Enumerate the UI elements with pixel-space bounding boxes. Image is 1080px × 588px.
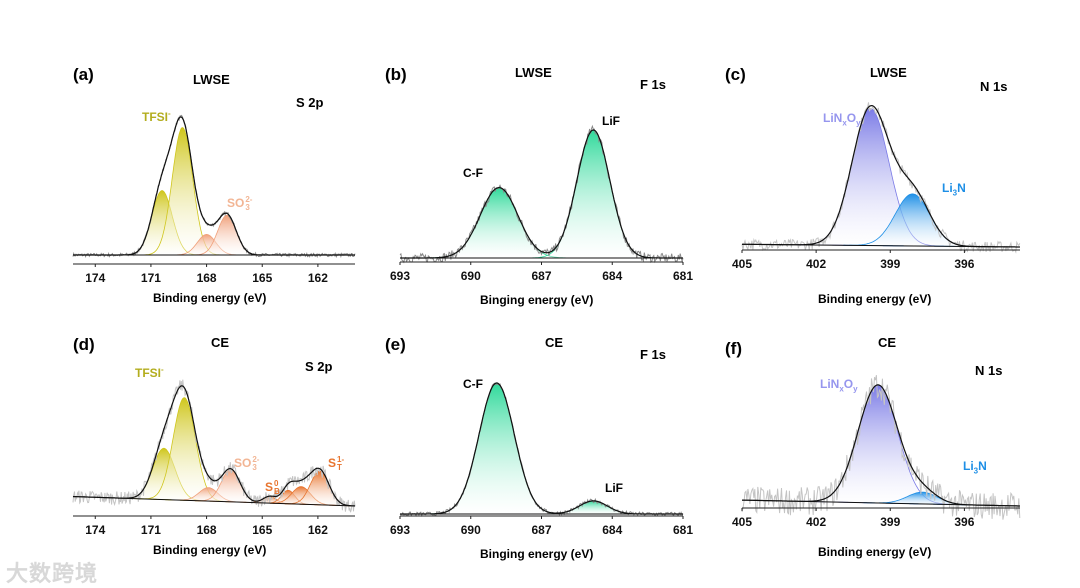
x-tick-label: 171 [141,523,161,537]
raw-spectrum [399,124,684,264]
title-f: CE [878,335,897,350]
label-li3n-f: Li3N [963,459,987,476]
x-tick-label: 687 [531,269,551,283]
label-linxoy-c: LiNxOy [823,111,861,128]
region-f: N 1s [975,363,1003,378]
label-linxoy-f: LiNxOy [820,377,858,394]
region-c: N 1s [980,79,1008,94]
x-tick-label: 687 [531,523,551,537]
panel-label-d: (d) [73,335,95,354]
panel-label-f: (f) [725,339,742,358]
x-tick-label: 684 [602,523,622,537]
xlabel-d: Binding energy (eV) [153,543,267,557]
background-line [741,499,1021,507]
raw-spectrum [72,379,356,513]
x-tick-label: 402 [806,257,826,271]
title-a: LWSE [193,72,230,87]
label-lif-b: LiF [602,114,620,128]
x-tick-label: 681 [673,523,693,537]
x-tick-label: 168 [197,271,217,285]
x-tick-label: 399 [880,257,900,271]
raw-spectrum [399,382,684,518]
label-so3-d: SO 2- 3 [234,455,260,472]
panel-label-c: (c) [725,65,746,84]
label-li3n-c: Li3N [942,181,966,198]
x-tick-label: 165 [252,523,272,537]
x-tick-label: 174 [85,271,105,285]
x-tick-label: 396 [954,515,974,529]
x-tick-label: 171 [141,271,161,285]
label-st-d: S 1- T [328,455,345,472]
region-a: S 2p [296,95,324,110]
peak-lif [527,129,660,259]
x-tick-label: 405 [732,515,752,529]
x-tick-label: 693 [390,523,410,537]
panel-label-a: (a) [73,65,94,84]
panel-b: 693 690 687 684 681 [390,124,693,283]
x-tick-label: 690 [461,269,481,283]
x-tick-label: 168 [197,523,217,537]
background-line [741,243,1021,248]
x-tick-label: 684 [602,269,622,283]
raw-spectrum [741,375,1021,520]
region-e: F 1s [640,347,667,362]
region-b: F 1s [640,77,667,92]
watermark: 大数跨境 [6,561,99,586]
xlabel-e: Binging energy (eV) [480,547,594,561]
label-tfsi-a: TFSI- [142,109,171,124]
x-tick-label: 174 [85,523,105,537]
panel-a: 174 171 168 165 162 [72,114,356,285]
peak-cf [426,382,568,515]
x-tick-label: 405 [732,257,752,271]
raw-spectrum [72,114,356,259]
xlabel-b: Binging energy (eV) [480,293,594,307]
x-tick-label: 399 [880,515,900,529]
fit-envelope [73,116,355,256]
label-so3-a: SO 2- 3 [227,195,253,212]
label-cf-b: C-F [463,166,483,180]
x-tick-label: 402 [806,515,826,529]
background-line [72,496,356,507]
panel-label-e: (e) [385,335,406,354]
x-tick-label: 693 [390,269,410,283]
label-tfsi-d: TFSI- [135,365,164,380]
x-tick-label: 690 [461,523,481,537]
x-tick-label: 162 [308,271,328,285]
label-cf-e: C-F [463,377,483,391]
panel-f: 405 402 399 396 [732,375,1021,529]
xlabel-a: Binding energy (eV) [153,291,267,305]
x-tick-label: 165 [252,271,272,285]
panel-d: 174 171 168 165 162 [72,379,356,537]
title-d: CE [211,335,230,350]
panel-label-b: (b) [385,65,407,84]
panel-e: 693 690 687 684 681 [390,382,693,537]
title-c: LWSE [870,65,907,80]
fit-envelope [400,129,683,259]
region-d: S 2p [305,359,333,374]
title-b: LWSE [515,65,552,80]
label-lif-e: LiF [605,481,623,495]
fit-envelope [400,382,683,515]
title-e: CE [545,335,564,350]
x-tick-label: 162 [308,523,328,537]
x-tick-label: 396 [954,257,974,271]
xlabel-f: Binding energy (eV) [818,545,932,559]
xlabel-c: Binding energy (eV) [818,292,932,306]
panel-c: 405 402 399 396 [732,102,1021,271]
x-tick-label: 681 [673,269,693,283]
